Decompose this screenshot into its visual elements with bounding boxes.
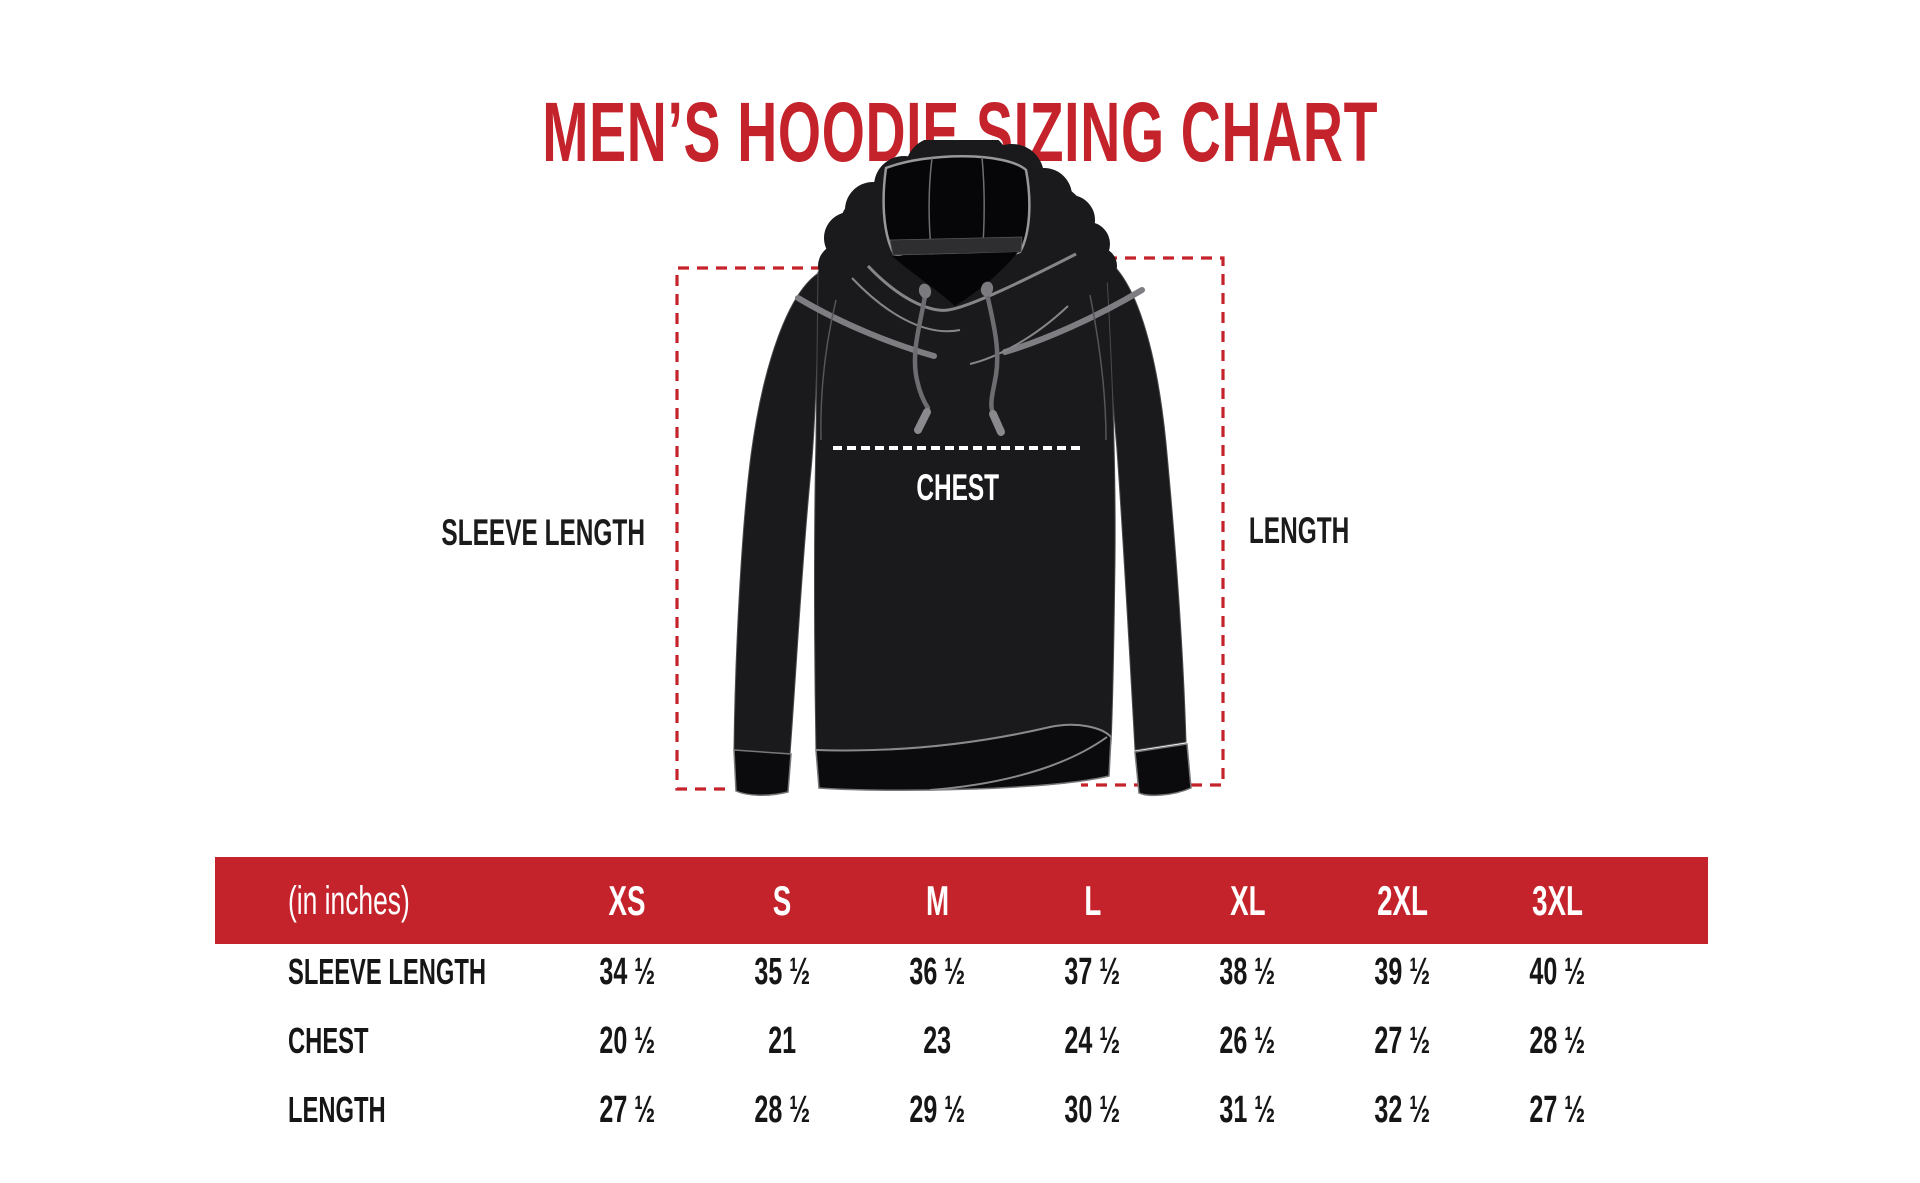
hoodie-diagram: SLEEVE LENGTH CHEST LENGTH bbox=[441, 140, 1350, 797]
value-cell: 32 ½ bbox=[1374, 1088, 1431, 1131]
value-cell: 20 ½ bbox=[599, 1019, 656, 1062]
length-measure-line bbox=[1081, 256, 1225, 787]
table-row-length: LENGTH 27 ½ 28 ½ 29 ½ 30 ½ 31 ½ 32 ½ 27 … bbox=[215, 1075, 1708, 1144]
armhole-seams bbox=[820, 294, 1107, 441]
value-cell: 29 ½ bbox=[909, 1088, 966, 1131]
drawstring-grommets bbox=[918, 281, 994, 299]
col-header-xs: XS bbox=[609, 876, 646, 924]
value-cell: 21 bbox=[768, 1019, 797, 1062]
col-header-l: L bbox=[1084, 876, 1101, 924]
row-label: LENGTH bbox=[288, 1088, 386, 1130]
value-cell: 39 ½ bbox=[1374, 950, 1431, 993]
col-header-2xl: 2XL bbox=[1377, 876, 1428, 924]
shoulder-seams bbox=[795, 287, 1145, 359]
collar-seams bbox=[851, 252, 1077, 365]
hoodie-illustration bbox=[675, 140, 1225, 797]
neck-shadow bbox=[892, 252, 1018, 306]
left-sleeve bbox=[733, 271, 821, 755]
value-cell: 27 ½ bbox=[1374, 1019, 1431, 1062]
unit-label-cell: (in inches) bbox=[288, 878, 410, 923]
value-cell: 27 ½ bbox=[599, 1088, 656, 1131]
value-cell: 28 ½ bbox=[1529, 1019, 1586, 1062]
right-cuff bbox=[1134, 743, 1192, 797]
value-cell: 35 ½ bbox=[754, 950, 811, 993]
size-table-body: SLEEVE LENGTH 34 ½ 35 ½ 36 ½ 37 ½ 38 ½ 3… bbox=[215, 937, 1708, 1144]
value-cell: 31 ½ bbox=[1219, 1088, 1276, 1131]
col-header-m: M bbox=[925, 876, 950, 924]
size-table: (in inches) XS S M L XL 2XL 3XL SLEEVE L… bbox=[215, 857, 1708, 1144]
table-row-chest: CHEST 20 ½ 21 23 24 ½ 26 ½ 27 ½ 28 ½ bbox=[215, 1006, 1708, 1075]
drawstrings bbox=[912, 291, 1000, 413]
sleeve-length-measure-line bbox=[675, 266, 822, 791]
value-cell: 30 ½ bbox=[1064, 1088, 1121, 1131]
left-cuff bbox=[733, 749, 792, 796]
chest-label: CHEST bbox=[916, 467, 1000, 508]
value-cell: 26 ½ bbox=[1219, 1019, 1276, 1062]
value-cell: 40 ½ bbox=[1529, 950, 1586, 993]
col-header-s: S bbox=[773, 876, 792, 924]
value-cell: 23 bbox=[923, 1019, 952, 1062]
col-header-3xl: 3XL bbox=[1532, 876, 1583, 924]
row-label: CHEST bbox=[288, 1019, 369, 1061]
value-cell: 34 ½ bbox=[599, 950, 656, 993]
hem-seam bbox=[815, 723, 1112, 752]
row-label: SLEEVE LENGTH bbox=[288, 950, 487, 992]
value-cell: 28 ½ bbox=[754, 1088, 811, 1131]
right-sleeve bbox=[1104, 257, 1187, 751]
drawstring-aglets bbox=[914, 408, 1005, 436]
table-row-sleeve-length: SLEEVE LENGTH 34 ½ 35 ½ 36 ½ 37 ½ 38 ½ 3… bbox=[215, 937, 1708, 1006]
value-cell: 27 ½ bbox=[1529, 1088, 1586, 1131]
length-label: LENGTH bbox=[1248, 510, 1350, 551]
value-cell: 37 ½ bbox=[1064, 950, 1121, 993]
value-cell: 36 ½ bbox=[909, 950, 966, 993]
hood-opening-band bbox=[889, 236, 1023, 256]
col-header-xl: XL bbox=[1229, 876, 1266, 924]
size-table-header: (in inches) XS S M L XL 2XL 3XL bbox=[215, 857, 1708, 944]
value-cell: 24 ½ bbox=[1064, 1019, 1121, 1062]
sleeve-length-label: SLEEVE LENGTH bbox=[441, 512, 645, 553]
hem-swoosh-seam bbox=[929, 736, 1108, 791]
value-cell: 38 ½ bbox=[1219, 950, 1276, 993]
